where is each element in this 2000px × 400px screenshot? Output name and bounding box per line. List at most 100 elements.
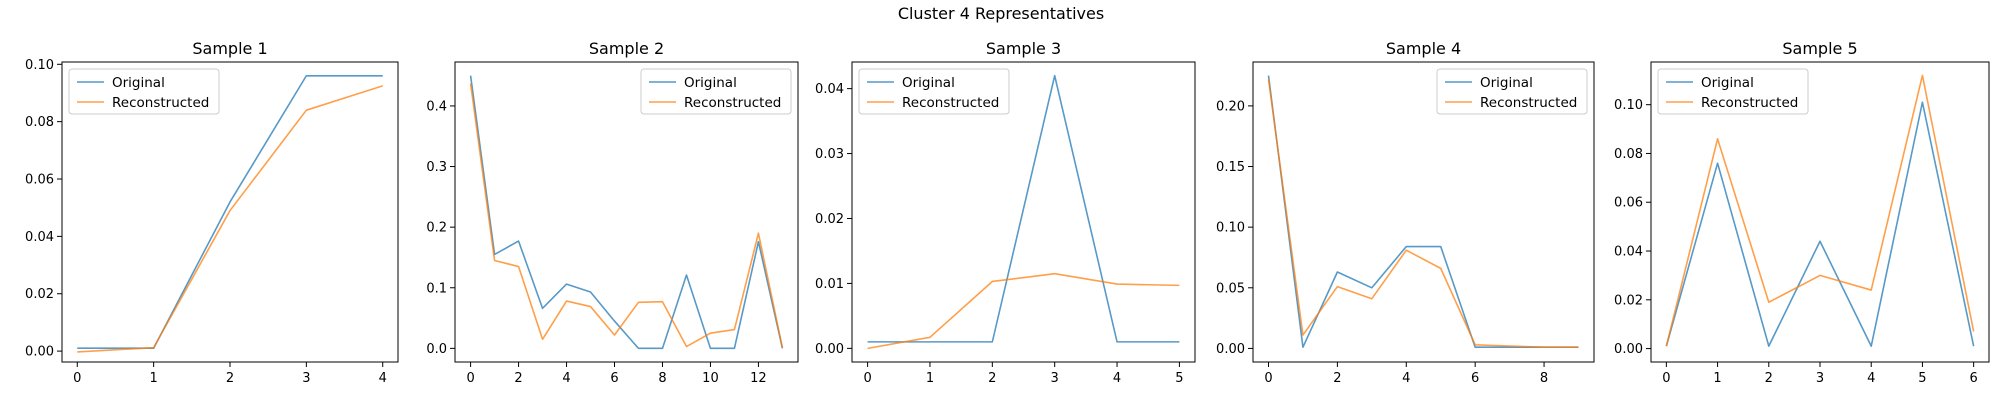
legend: Original Reconstructed [640,68,792,115]
x-tick-label: 4 [562,371,570,386]
x-tick-label: 0 [466,371,474,386]
legend: Original Reconstructed [68,68,220,115]
legend-box [858,68,1010,115]
y-tick-label: 0.00 [1614,342,1643,357]
x-tick-label: 0 [1662,371,1670,386]
y-tick-label: 0.00 [25,345,54,360]
x-tick-label: 6 [1471,371,1479,386]
x-tick-label: 10 [702,371,719,386]
y-tick-label: 0.20 [1216,99,1245,114]
x-tick-label: 0 [863,371,871,386]
legend-label-reconstructed: Reconstructed [902,95,999,111]
x-tick-label: 2 [988,371,996,386]
subplot-title: Sample 1 [192,39,267,58]
y-tick-label: 0.02 [815,212,844,227]
y-tick-label: 0.06 [25,173,54,188]
legend-box [1436,68,1588,115]
x-tick-label: 4 [379,371,387,386]
x-tick-label: 0 [73,371,81,386]
y-tick-label: 0.0 [426,342,447,357]
y-tick-label: 0.04 [25,230,54,245]
y-tick-label: 0.03 [815,147,844,162]
x-tick-label: 1 [926,371,934,386]
legend: Original Reconstructed [1436,68,1588,115]
legend-label-original: Original [1480,75,1533,91]
subplot-4: Sample 4 0 2 4 6 8 0.00 0.05 0.10 0.15 0.20 Origina… [1216,39,1595,386]
series-line-reconstructed [867,272,1180,350]
x-tick-label: 6 [1969,371,1977,386]
x-tick-label: 4 [1113,371,1121,386]
legend: Original Reconstructed [1657,68,1809,115]
legend-label-original: Original [112,75,165,91]
figure-suptitle: Cluster 4 Representatives [898,4,1104,23]
x-tick-label: 5 [1175,371,1183,386]
subplot-1: Sample 1 0 1 2 3 4 0.00 0.02 0.04 0.06 0.08 0.10 Ori… [25,39,399,386]
subplot-title: Sample 4 [1386,39,1461,58]
x-tick-label: 8 [1540,371,1548,386]
legend-label-reconstructed: Reconstructed [1701,95,1798,111]
axes-frame [1650,61,1990,363]
series-line-original [469,75,784,350]
x-tick-label: 12 [750,371,767,386]
legend-label-original: Original [1701,75,1754,91]
axes-frame [454,61,799,363]
subplot-3: Sample 3 0 1 2 3 4 5 0.00 0.01 0.02 0.03 0.04 Origin… [815,39,1196,386]
legend-label-original: Original [902,75,955,91]
y-tick-label: 0.2 [426,221,447,236]
y-tick-label: 0.15 [1216,160,1245,175]
axes-frame [61,61,399,363]
x-tick-label: 2 [1765,371,1773,386]
series-line-reconstructed [1267,79,1579,349]
series-line-reconstructed [1665,74,1975,347]
y-tick-label: 0.05 [1216,281,1245,296]
x-tick-label: 2 [1333,371,1341,386]
x-tick-label: 3 [302,371,310,386]
y-tick-label: 0.08 [1614,147,1643,162]
y-tick-label: 0.00 [1216,342,1245,357]
x-tick-label: 1 [1713,371,1721,386]
y-tick-label: 0.02 [1614,293,1643,308]
x-tick-label: 3 [1816,371,1824,386]
subplot-title: Sample 3 [986,39,1061,58]
x-tick-label: 4 [1867,371,1875,386]
subplot-2: Sample 2 0 2 4 6 8 10 12 0.0 0.1 0.2 0.3 0.4 Original… [426,39,799,386]
subplot-title: Sample 5 [1782,39,1857,58]
legend-label-reconstructed: Reconstructed [1480,95,1577,111]
series-line-original [867,74,1180,343]
series-line-original [77,74,383,350]
x-tick-label: 6 [610,371,618,386]
y-tick-label: 0.06 [1614,196,1643,211]
series-line-reconstructed [77,85,383,353]
x-tick-label: 0 [1264,371,1272,386]
series-line-original [1665,101,1975,347]
axes-frame [851,61,1196,363]
y-tick-label: 0.08 [25,115,54,130]
y-tick-label: 0.10 [25,58,54,73]
x-tick-label: 2 [514,371,522,386]
y-tick-label: 0.3 [426,160,447,175]
legend-box [1657,68,1809,115]
legend-label-reconstructed: Reconstructed [684,95,781,111]
y-tick-label: 0.10 [1216,221,1245,236]
subplot-title: Sample 2 [589,39,664,58]
legend-box [640,68,792,115]
x-tick-label: 2 [226,371,234,386]
x-tick-label: 5 [1918,371,1926,386]
y-tick-label: 0.10 [1614,98,1643,113]
legend-label-original: Original [684,75,737,91]
y-tick-label: 0.04 [815,82,844,97]
x-tick-label: 3 [1051,371,1059,386]
subplot-5: Sample 5 0 1 2 3 4 5 6 0.00 0.02 0.04 0.06 0.08 0.10 O… [1614,39,1990,386]
legend-box [68,68,220,115]
y-tick-label: 0.1 [426,281,447,296]
legend-label-reconstructed: Reconstructed [112,95,209,111]
y-tick-label: 0.02 [25,287,54,302]
y-tick-label: 0.00 [815,342,844,357]
x-tick-label: 8 [658,371,666,386]
y-tick-label: 0.4 [426,99,447,114]
y-tick-label: 0.04 [1614,245,1643,260]
series-line-reconstructed [469,83,784,348]
legend: Original Reconstructed [858,68,1010,115]
